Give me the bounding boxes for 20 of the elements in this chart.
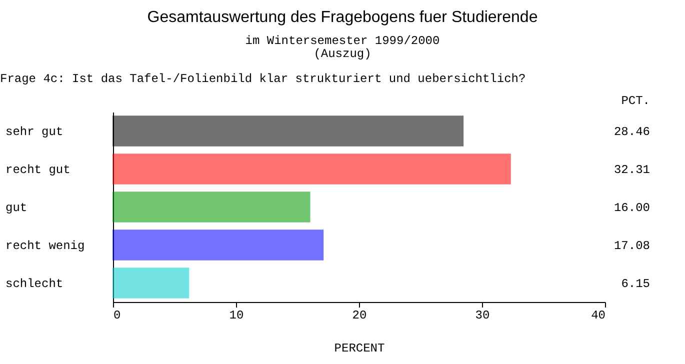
x-tick-label: 40 [591,308,606,322]
x-tick-label: 30 [475,308,490,322]
text: Frage 4c: Ist das Tafel-/Folienbild klar strukturiert und uebersichtlich? [0,72,526,86]
y-tick-label: schlecht [6,277,64,291]
y-tick-label: sehr gut [6,125,64,139]
data-label: 32.31 [614,163,650,177]
data-label: 16.00 [614,201,650,215]
chart-subtitle: im Wintersemester 1999/2000 (Auszug) [245,34,440,61]
x-tick-label: 10 [229,308,244,322]
y-tick-label: recht wenig [6,239,85,253]
data-label: 28.46 [614,125,650,139]
text: PCT. [621,94,650,108]
chart-title: Gesamtauswertung des Fragebogens fuer Studierende [147,9,538,26]
x-tick-label: 0 [114,308,121,322]
data-label: 6.15 [621,277,650,291]
data-label: 17.08 [614,239,650,253]
y-tick-label: gut [6,201,28,215]
x-tick-label: 20 [352,308,367,322]
x-axis-title: PERCENT [334,342,385,356]
y-tick-label: recht gut [6,163,70,177]
